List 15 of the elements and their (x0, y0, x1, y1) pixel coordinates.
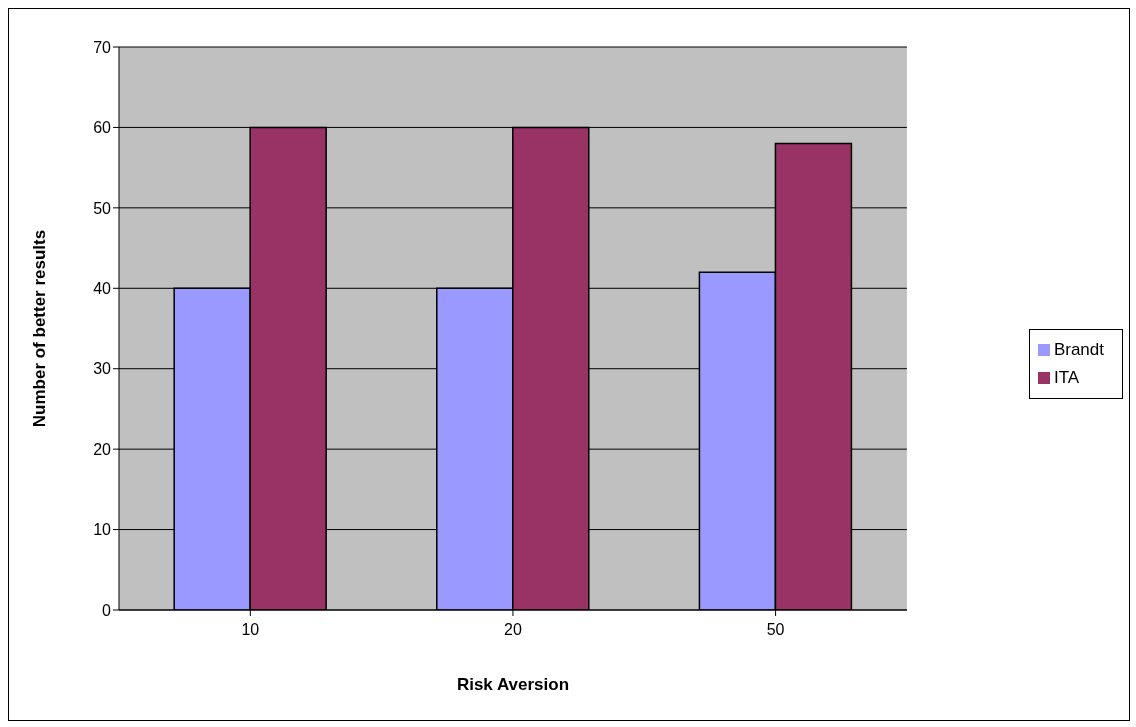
y-tick-label: 50 (93, 199, 112, 217)
y-tick-label: 40 (93, 279, 112, 297)
legend-label: ITA (1053, 367, 1080, 387)
x-tick-label: 50 (766, 621, 785, 639)
y-tick-label: 30 (93, 360, 112, 378)
y-tick-label: 0 (102, 601, 112, 619)
y-tick-label: 20 (93, 440, 112, 458)
y-axis-title: Number of better results (30, 229, 50, 428)
y-tick-label: 60 (93, 119, 112, 137)
y-tick-label: 10 (93, 521, 112, 539)
x-tick-label: 20 (504, 621, 522, 639)
x-axis-title: Risk Aversion (456, 675, 570, 694)
y-tick-label: 70 (93, 38, 112, 56)
x-tick-label: 10 (241, 621, 260, 639)
legend-label: Brandt (1053, 339, 1104, 359)
